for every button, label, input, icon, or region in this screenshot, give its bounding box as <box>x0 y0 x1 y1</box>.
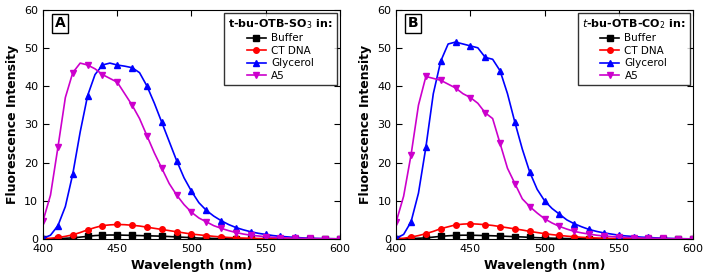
Text: B: B <box>408 16 419 30</box>
X-axis label: Wavelength (nm): Wavelength (nm) <box>130 259 252 272</box>
Legend: Buffer, CT DNA, Glycerol, A5: Buffer, CT DNA, Glycerol, A5 <box>578 13 690 85</box>
Y-axis label: Fluorescence Intensity: Fluorescence Intensity <box>359 45 372 204</box>
Y-axis label: Fluorescence Intensity: Fluorescence Intensity <box>6 45 18 204</box>
X-axis label: Wavelength (nm): Wavelength (nm) <box>484 259 605 272</box>
Legend: Buffer, CT DNA, Glycerol, A5: Buffer, CT DNA, Glycerol, A5 <box>224 13 337 85</box>
Text: A: A <box>55 16 66 30</box>
